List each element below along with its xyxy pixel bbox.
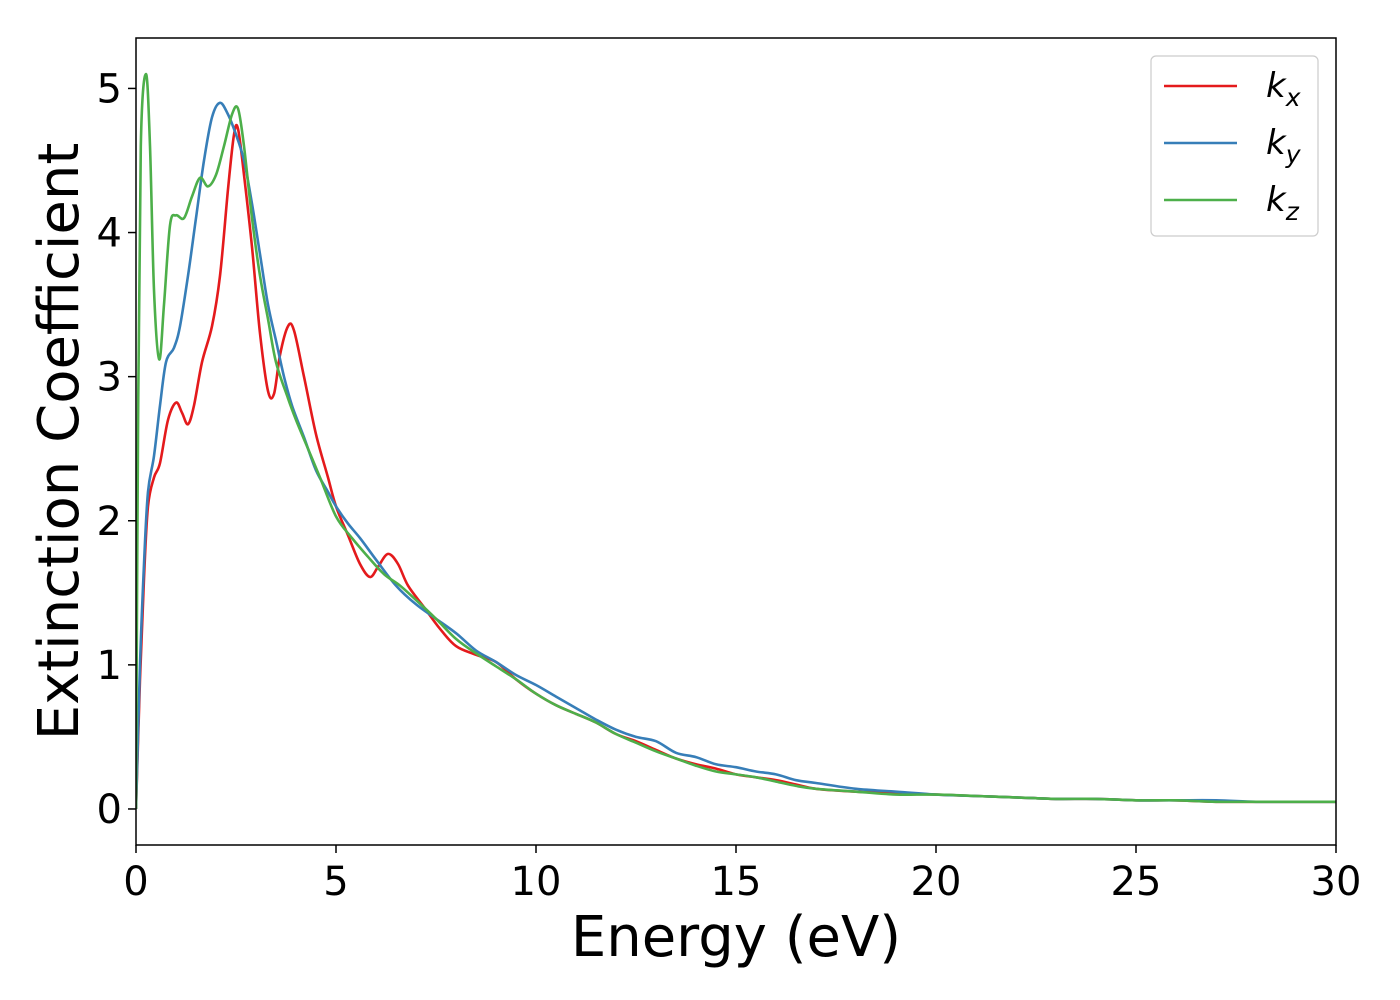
y-tick-label: 2 (97, 499, 122, 545)
x-tick-label: 30 (1311, 859, 1362, 905)
y-tick-label: 1 (97, 643, 122, 689)
x-axis-ticks: 0 5 10 15 20 25 30 (123, 845, 1361, 905)
x-tick-label: 0 (123, 859, 148, 905)
x-tick-label: 5 (323, 859, 348, 905)
legend: kx ky kz (1150, 55, 1319, 237)
y-tick-label: 5 (97, 66, 122, 112)
series-line-ky (136, 101, 1336, 810)
legend-label-kx: kx (1266, 66, 1301, 112)
plot-frame (135, 37, 1337, 846)
y-tick-label: 4 (97, 211, 122, 257)
x-axis-label: Energy (eV) (571, 905, 901, 970)
x-tick-label: 25 (1111, 859, 1162, 905)
y-tick-label: 0 (97, 787, 122, 833)
x-tick-label: 20 (911, 859, 962, 905)
series-line-kz (136, 72, 1336, 810)
y-axis-ticks: 0 1 2 3 4 5 (97, 66, 136, 833)
y-axis-label: Extinction Coefficient (27, 143, 92, 741)
legend-label-kz: kz (1266, 180, 1300, 226)
x-tick-label: 10 (511, 859, 562, 905)
legend-box (1150, 55, 1319, 237)
legend-label-ky: ky (1266, 123, 1302, 169)
y-tick-label: 3 (97, 355, 122, 401)
plot-lines (136, 72, 1336, 810)
x-tick-label: 15 (711, 859, 762, 905)
